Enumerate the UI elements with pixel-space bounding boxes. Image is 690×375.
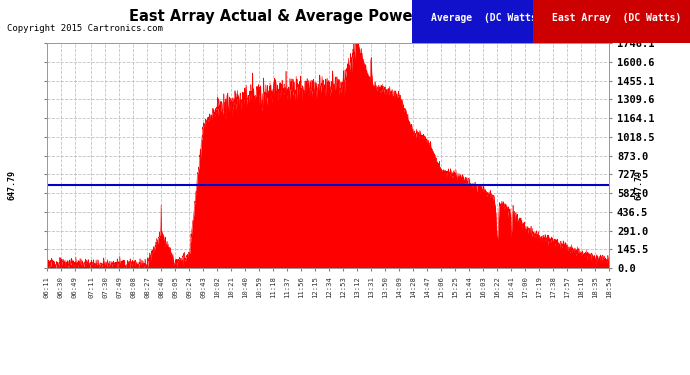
Text: Average  (DC Watts): Average (DC Watts) (431, 13, 543, 23)
Text: East Array Actual & Average Power Fri Aug 14 19:02: East Array Actual & Average Power Fri Au… (129, 9, 561, 24)
Text: East Array  (DC Watts): East Array (DC Watts) (552, 13, 681, 23)
Text: 647.79: 647.79 (634, 170, 643, 200)
Text: Copyright 2015 Cartronics.com: Copyright 2015 Cartronics.com (7, 24, 163, 33)
Text: 647.79: 647.79 (8, 170, 17, 200)
